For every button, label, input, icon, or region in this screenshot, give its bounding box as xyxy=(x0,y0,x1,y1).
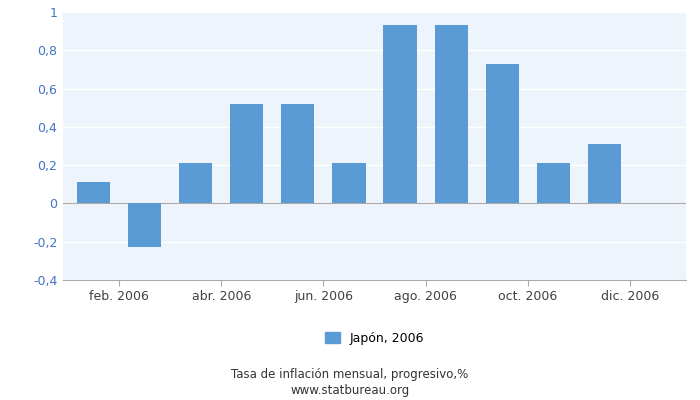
Text: Tasa de inflación mensual, progresivo,%: Tasa de inflación mensual, progresivo,% xyxy=(232,368,468,381)
Bar xyxy=(332,163,365,204)
Bar xyxy=(384,25,416,204)
Bar xyxy=(537,163,570,204)
Bar xyxy=(77,182,110,204)
Text: www.statbureau.org: www.statbureau.org xyxy=(290,384,410,397)
Bar xyxy=(486,64,519,204)
Bar xyxy=(230,104,263,204)
Bar xyxy=(281,104,314,204)
Bar xyxy=(179,163,212,204)
Bar xyxy=(128,204,161,248)
Bar xyxy=(435,25,468,204)
Bar xyxy=(588,144,621,204)
Legend: Japón, 2006: Japón, 2006 xyxy=(325,332,424,345)
